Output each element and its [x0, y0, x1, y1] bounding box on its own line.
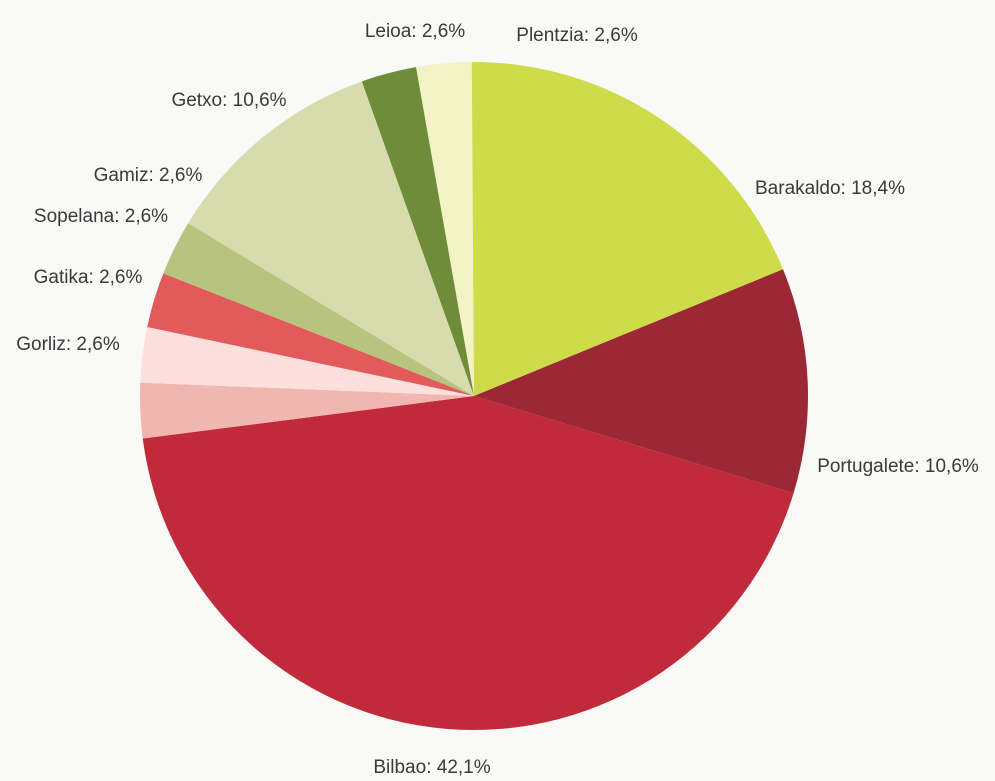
slice-leioa [361, 67, 474, 396]
slice-portugalete [474, 269, 809, 494]
label-plentzia: Plentzia: 2,6% [516, 25, 638, 46]
slice-gatika [140, 327, 474, 396]
slice-getxo [188, 81, 474, 396]
label-portugalete: Portugalete: 10,6% [817, 456, 979, 477]
label-gamiz: Gamiz: 2,6% [94, 165, 203, 186]
label-getxo: Getxo: 10,6% [171, 90, 286, 111]
slice-barakaldo [471, 62, 784, 396]
label-gorliz: Gorliz: 2,6% [16, 334, 120, 355]
pie-slices [140, 62, 809, 731]
label-sopelana: Sopelana: 2,6% [34, 206, 168, 227]
slice-plentzia [416, 62, 474, 396]
label-barakaldo: Barakaldo: 18,4% [755, 178, 905, 199]
slice-sopelana [147, 273, 474, 396]
label-gatika: Gatika: 2,6% [34, 267, 143, 288]
label-leioa: Leioa: 2,6% [365, 21, 465, 42]
label-bilbao: Bilbao: 42,1% [373, 757, 490, 778]
slice-gamiz [163, 223, 474, 396]
pie-labels: Leioa: 2,6% Plentzia: 2,6% Getxo: 10,6% … [16, 21, 979, 778]
slice-gorliz [140, 382, 475, 439]
slice-bilbao [142, 396, 794, 731]
